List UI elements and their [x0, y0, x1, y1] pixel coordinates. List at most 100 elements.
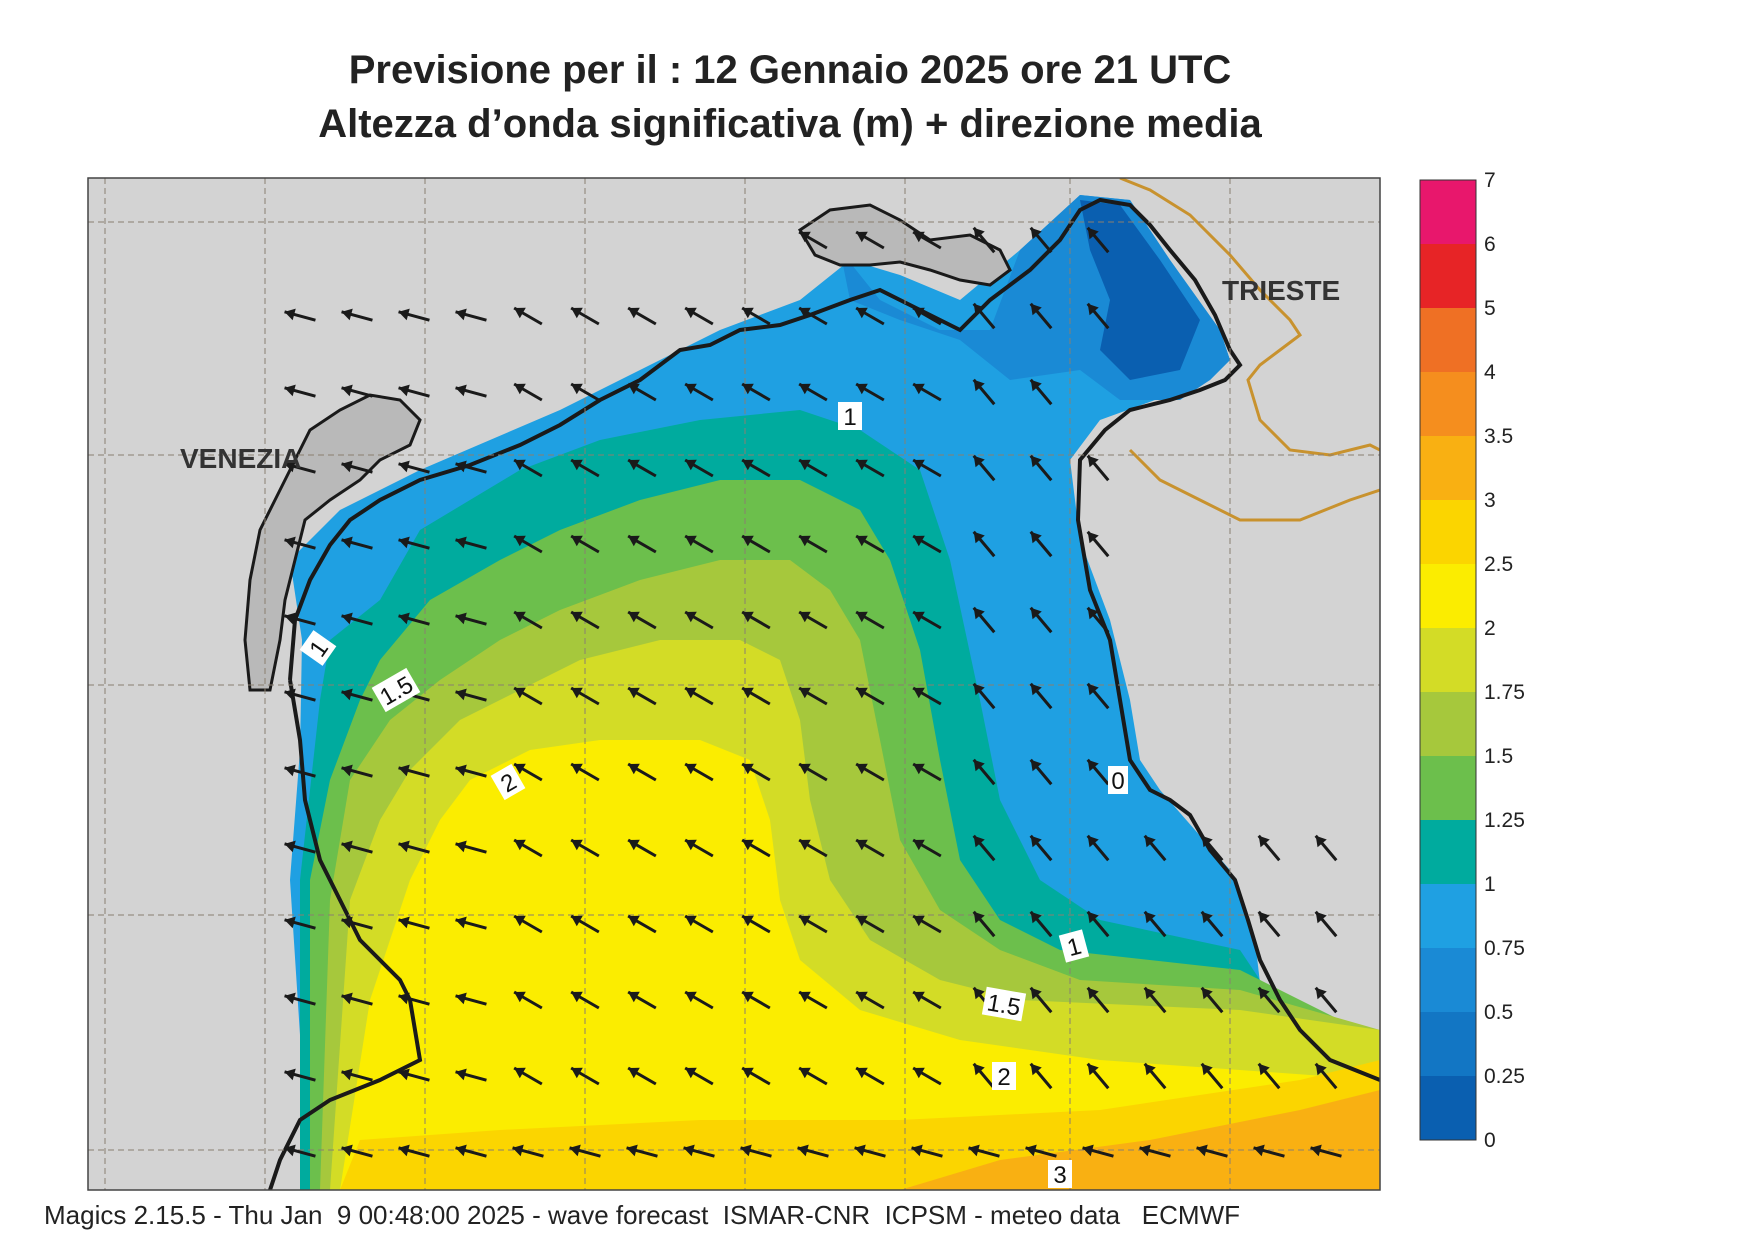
wave-direction-arrow — [684, 610, 714, 630]
arrow-head — [626, 1144, 638, 1157]
arrow-head — [685, 763, 697, 775]
wave-direction-arrow — [741, 534, 771, 554]
contour-label: 3 — [1053, 1162, 1066, 1189]
arrow-head — [854, 1144, 866, 1157]
legend-label: 3.5 — [1484, 425, 1513, 448]
legend-label: 4 — [1484, 361, 1496, 384]
arrow-head — [341, 916, 353, 929]
wave-direction-arrow — [341, 916, 373, 930]
arrow-head — [1030, 607, 1042, 620]
wave-direction-arrow — [455, 1144, 487, 1158]
wave-direction-arrow — [341, 536, 373, 550]
wave-direction-arrow — [284, 1144, 316, 1158]
wave-direction-arrow — [855, 686, 885, 706]
wave-direction-arrow — [798, 762, 828, 782]
arrow-head — [799, 383, 811, 395]
wave-direction-arrow — [972, 606, 996, 634]
wave-direction-arrow — [570, 534, 600, 554]
arrow-head — [799, 535, 811, 547]
arrow-head — [571, 915, 583, 927]
arrow-head — [514, 383, 526, 395]
arrow-head — [799, 307, 811, 319]
wave-direction-arrow — [398, 916, 430, 930]
wave-direction-arrow — [398, 1068, 430, 1082]
legend-label: 1.5 — [1484, 745, 1513, 768]
arrow-head — [1030, 379, 1042, 392]
arrow-head — [284, 460, 296, 473]
arrow-head — [913, 535, 925, 547]
wave-direction-arrow — [284, 1068, 316, 1082]
wave-direction-arrow — [513, 686, 543, 706]
arrow-head — [341, 460, 353, 473]
arrow-head — [571, 611, 583, 623]
arrow-head — [571, 383, 583, 395]
wave-direction-arrow — [855, 382, 885, 402]
wave-direction-arrow — [455, 1068, 487, 1082]
arrow-head — [913, 687, 925, 699]
arrow-head — [1315, 987, 1327, 1000]
wave-direction-arrow — [1200, 910, 1224, 938]
wave-direction-arrow — [284, 840, 316, 854]
arrow-head — [284, 764, 296, 777]
wave-direction-arrow — [684, 990, 714, 1010]
arrow-head — [398, 916, 410, 929]
arrow-head — [455, 612, 467, 625]
wave-direction-arrow — [798, 914, 828, 934]
wave-direction-arrow — [1029, 378, 1053, 406]
arrow-head — [455, 840, 467, 853]
color-legend: 0 0.25 0.5 0.75 1 1.25 1.5 1.75 2 2.5 3 3.5 4 5 6 7 — [1419, 169, 1525, 1152]
wave-direction-arrow — [512, 1144, 544, 1158]
arrow-head — [1201, 911, 1213, 924]
legend-label: 0.5 — [1484, 1001, 1513, 1024]
wave-direction-arrow — [1314, 834, 1338, 862]
arrow-head — [1087, 303, 1099, 316]
wave-direction-arrow — [1029, 986, 1053, 1014]
wave-direction-arrow — [284, 308, 316, 322]
legend-label: 5 — [1484, 297, 1496, 320]
wave-band-2-25 — [340, 740, 1380, 1190]
arrow-head — [1201, 987, 1213, 1000]
arrow-head — [1087, 987, 1099, 1000]
arrow-head — [455, 1144, 467, 1157]
wave-direction-arrow — [1143, 1062, 1167, 1090]
arrow-head — [1030, 455, 1042, 468]
wave-direction-arrow — [855, 914, 885, 934]
arrow-head — [628, 687, 640, 699]
wave-direction-arrow — [972, 758, 996, 786]
arrow-head — [284, 536, 296, 549]
wave-direction-arrow — [1086, 986, 1110, 1014]
legend-swatch — [1420, 756, 1476, 820]
wave-direction-arrow — [570, 762, 600, 782]
wave-direction-arrow — [684, 762, 714, 782]
arrow-head — [628, 1067, 640, 1079]
wave-direction-arrow — [398, 612, 430, 626]
arrow-head — [685, 687, 697, 699]
wave-direction-arrow — [683, 1144, 715, 1158]
wave-direction-arrow — [398, 764, 430, 778]
arrow-head — [799, 839, 811, 851]
wave-direction-arrow — [1029, 834, 1053, 862]
wave-direction-arrow — [570, 838, 600, 858]
wave-direction-arrow — [341, 308, 373, 322]
arrow-head — [1087, 531, 1099, 544]
arrow-head — [398, 308, 410, 321]
contour-label: 0 — [1111, 768, 1124, 795]
wave-direction-arrow — [912, 382, 942, 402]
arrow-head — [628, 383, 640, 395]
arrow-head — [398, 612, 410, 625]
wave-direction-arrow — [798, 230, 828, 250]
footer-credits: Magics 2.15.5 - Thu Jan 9 00:48:00 2025 … — [44, 1200, 1240, 1230]
wave-direction-arrow — [1086, 302, 1110, 330]
arrow-head — [683, 1144, 695, 1157]
wave-direction-arrow — [570, 610, 600, 630]
arrow-head — [685, 307, 697, 319]
arrow-head — [341, 612, 353, 625]
wave-direction-arrow — [513, 914, 543, 934]
arrow-head — [628, 611, 640, 623]
arrow-head — [1310, 1144, 1322, 1157]
arrow-head — [742, 763, 754, 775]
arrow-head — [398, 992, 410, 1005]
wave-direction-arrow — [398, 384, 430, 398]
arrow-head — [913, 459, 925, 471]
